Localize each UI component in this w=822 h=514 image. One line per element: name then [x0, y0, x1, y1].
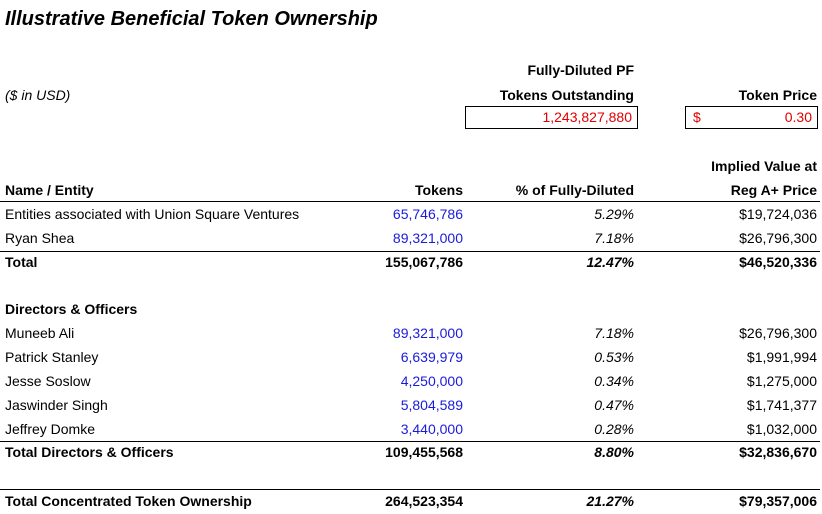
- row-tokens: 89,321,000: [392, 325, 463, 341]
- rule: [0, 251, 820, 252]
- row-tokens: 5,804,589: [400, 397, 463, 413]
- row-name: Total Concentrated Token Ownership: [5, 493, 252, 509]
- row-percent: 21.27%: [586, 493, 634, 509]
- row-value: $46,520,336: [739, 254, 817, 270]
- row-name: Entities associated with Union Square Ve…: [5, 206, 300, 222]
- row-name: Patrick Stanley: [5, 349, 99, 365]
- column-header: Implied Value at: [711, 158, 817, 174]
- row-percent: 8.80%: [594, 444, 634, 460]
- row-tokens: 109,455,568: [385, 444, 463, 460]
- rule: [0, 489, 820, 490]
- outstanding-label: Tokens Outstanding: [499, 87, 634, 103]
- row-value: $1,991,994: [746, 349, 817, 365]
- row-tokens: 6,639,979: [400, 349, 463, 365]
- column-header: % of Fully-Diluted: [515, 182, 634, 198]
- row-tokens: 89,321,000: [392, 230, 463, 246]
- row-tokens: 65,746,786: [392, 206, 463, 222]
- row-name: Muneeb Ali: [5, 325, 75, 341]
- row-tokens: 155,067,786: [385, 254, 463, 270]
- row-value: $1,032,000: [746, 421, 817, 437]
- row-value: $1,275,000: [746, 373, 817, 389]
- row-value: $26,796,300: [739, 230, 817, 246]
- rule: [0, 201, 820, 202]
- row-percent: 0.34%: [594, 373, 634, 389]
- row-name: Jaswinder Singh: [5, 397, 108, 413]
- row-percent: 0.53%: [594, 349, 634, 365]
- column-header: Reg A+ Price: [730, 182, 817, 198]
- row-tokens: 264,523,354: [385, 493, 463, 509]
- outstanding-label: Fully-Diluted PF: [527, 62, 634, 78]
- outstanding-box: [465, 106, 638, 129]
- row-value: $19,724,036: [739, 206, 817, 222]
- row-value: $1,741,377: [746, 397, 817, 413]
- row-name: Total Directors & Officers: [5, 444, 174, 460]
- row-percent: 5.29%: [594, 206, 634, 222]
- section-heading: Directors & Officers: [5, 301, 138, 317]
- column-header: Tokens: [415, 182, 463, 198]
- rule: [0, 441, 820, 442]
- outstanding-value: 1,243,827,880: [542, 109, 632, 125]
- price-box: [685, 106, 818, 129]
- subtitle: ($ in USD): [5, 87, 71, 103]
- row-value: $32,836,670: [739, 444, 817, 460]
- title: Illustrative Beneficial Token Ownership: [5, 8, 378, 30]
- price-value: 0.30: [784, 109, 812, 125]
- row-tokens: 4,250,000: [400, 373, 463, 389]
- row-name: Jeffrey Domke: [5, 421, 95, 437]
- column-header: Name / Entity: [5, 182, 94, 198]
- row-percent: 7.18%: [594, 325, 634, 341]
- price-currency: $: [693, 109, 701, 125]
- row-percent: 7.18%: [594, 230, 634, 246]
- row-percent: 0.28%: [594, 421, 634, 437]
- row-value: $26,796,300: [739, 325, 817, 341]
- row-name: Jesse Soslow: [5, 373, 91, 389]
- row-name: Ryan Shea: [5, 230, 75, 246]
- row-name: Total: [5, 254, 38, 270]
- row-tokens: 3,440,000: [400, 421, 463, 437]
- row-percent: 0.47%: [594, 397, 634, 413]
- price-label: Token Price: [738, 87, 817, 103]
- row-percent: 12.47%: [586, 254, 634, 270]
- row-value: $79,357,006: [739, 493, 817, 509]
